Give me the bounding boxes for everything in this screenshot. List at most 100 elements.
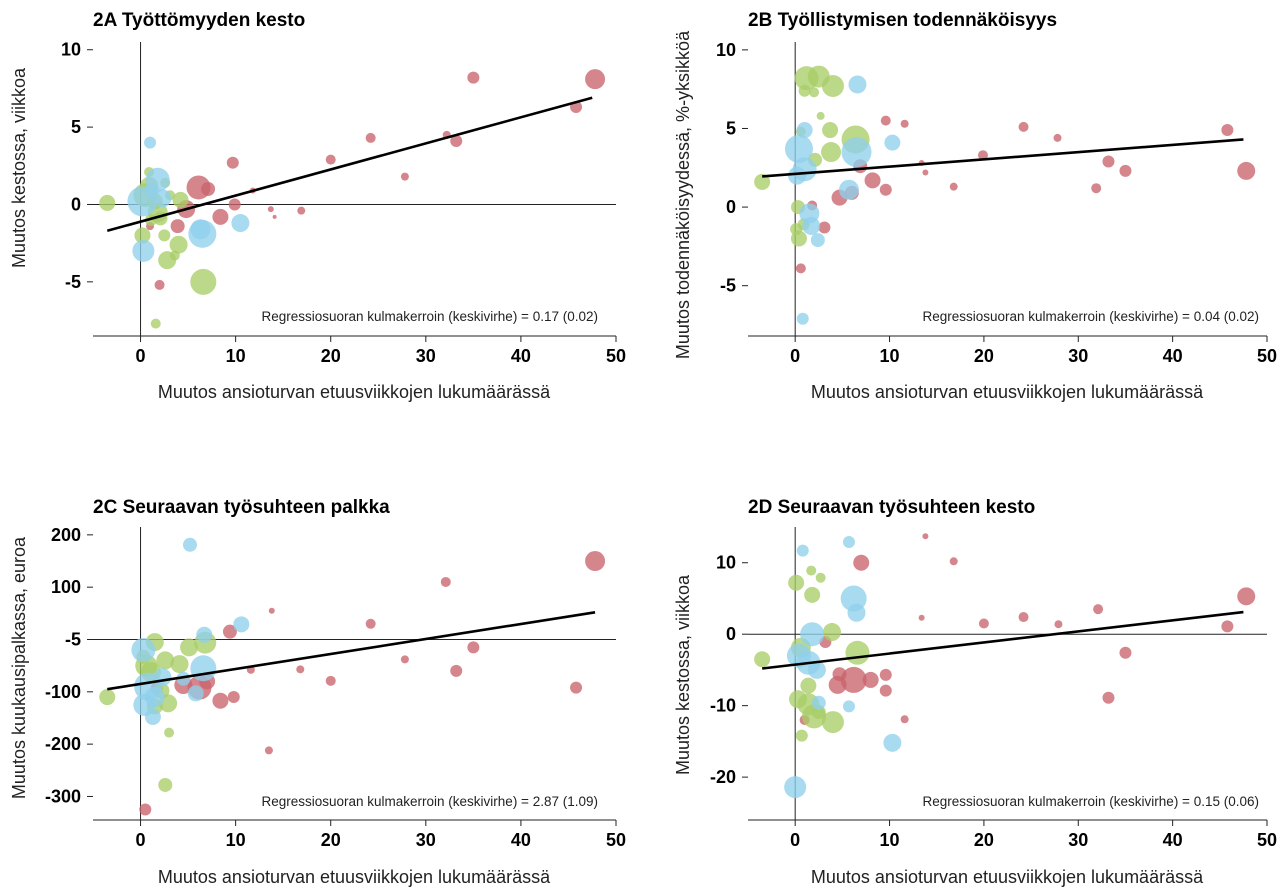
panel-title: 2D Seuraavan työsuhteen kesto <box>748 497 1035 518</box>
red-bubble <box>365 132 376 143</box>
green-bubble <box>788 574 805 591</box>
red-bubble <box>879 668 892 681</box>
red-bubble <box>325 675 336 686</box>
red-bubble <box>467 71 480 84</box>
green-bubble <box>790 230 807 247</box>
y-tick-label: -5 <box>65 629 81 649</box>
red-bubble <box>922 169 929 176</box>
blue-bubble <box>883 733 902 752</box>
blue-bubble <box>841 137 872 168</box>
x-axis-label: Muutos ansioturvan etuusviikkojen lukumä… <box>811 382 1204 402</box>
blue-bubble <box>784 776 807 799</box>
blue-bubble <box>132 239 155 262</box>
blue-bubble <box>848 75 867 94</box>
y-axis-label: Muutos kestossa, viikkoa <box>673 574 693 775</box>
regression-line <box>762 610 1244 670</box>
blue-bubble <box>847 603 866 622</box>
x-tick-label: 0 <box>790 830 800 850</box>
blue-bubble <box>153 668 172 687</box>
red-bubble <box>840 666 867 693</box>
blue-bubble <box>144 183 159 198</box>
x-tick-label: 30 <box>416 346 436 366</box>
x-tick-label: 20 <box>321 346 341 366</box>
regression-line <box>107 610 596 691</box>
x-tick-label: 10 <box>880 830 900 850</box>
red-bubble <box>400 655 409 664</box>
x-tick-label: 20 <box>321 830 341 850</box>
red-bubble <box>1119 646 1132 659</box>
red-bubble <box>977 150 988 161</box>
x-tick-label: 40 <box>511 346 531 366</box>
blue-bubble <box>196 626 213 643</box>
red-bubble <box>570 681 583 694</box>
y-tick-label: -300 <box>45 786 81 806</box>
x-tick-label: 30 <box>1068 346 1088 366</box>
y-axis-label: Muutos kestossa, viikkoa <box>9 67 29 268</box>
red-bubble <box>864 172 881 189</box>
panel-2c: 2C Seuraavan työsuhteen palkka 0 10 20 30 40… <box>9 497 626 887</box>
blue-bubble <box>807 660 826 679</box>
red-bubble <box>450 135 463 148</box>
green-bubble <box>822 623 841 642</box>
blue-bubble <box>233 616 250 633</box>
x-tick-label: 40 <box>1163 830 1183 850</box>
green-bubble <box>164 727 175 738</box>
red-bubble <box>1093 604 1104 615</box>
panel-2a: 2A Työttömyyden kesto 0 10 20 30 40 501050-5 … <box>9 10 626 402</box>
green-bubble <box>798 84 811 97</box>
regression-note: Regressiosuoran kulmakerroin (keskivirhe… <box>261 794 598 809</box>
blue-bubble <box>144 708 161 725</box>
panel-title: 2C Seuraavan työsuhteen palkka <box>93 497 390 518</box>
blue-bubble <box>190 655 217 682</box>
red-bubble <box>227 691 240 704</box>
red-bubble <box>365 618 376 629</box>
x-tick-label: 40 <box>1163 346 1183 366</box>
x-axis-label: Muutos ansioturvan etuusviikkojen lukumä… <box>158 867 551 887</box>
y-tick-label: 10 <box>61 40 81 60</box>
x-tick-label: 0 <box>136 830 146 850</box>
red-bubble <box>1018 121 1029 132</box>
x-tick-label: 50 <box>606 346 626 366</box>
blue-bubble <box>788 166 807 185</box>
red-bubble <box>450 664 463 677</box>
red-bubble <box>440 576 451 587</box>
y-tick-label: 5 <box>726 118 736 138</box>
red-bubble <box>1053 133 1062 142</box>
green-bubble <box>845 640 870 665</box>
red-bubble <box>879 183 892 196</box>
red-bubble <box>1221 124 1234 137</box>
y-tick-label: 5 <box>71 117 81 137</box>
red-bubble <box>170 219 185 234</box>
regression-note: Regressiosuoran kulmakerroin (keskivirhe… <box>261 309 598 324</box>
green-bubble <box>134 227 151 244</box>
x-axis-label: Muutos ansioturvan etuusviikkojen lukumä… <box>158 382 551 402</box>
x-tick-label: 50 <box>1257 346 1277 366</box>
red-bubble <box>325 154 336 165</box>
red-bubble <box>297 206 306 215</box>
x-axis-label: Muutos ansioturvan etuusviikkojen lukumä… <box>811 867 1204 887</box>
green-bubble <box>99 689 116 706</box>
red-bubble <box>900 119 909 128</box>
x-tick-label: 10 <box>226 830 246 850</box>
x-tick-label: 0 <box>136 346 146 366</box>
green-bubble <box>150 318 161 329</box>
green-bubble <box>158 777 173 792</box>
y-tick-label: 0 <box>71 194 81 214</box>
red-bubble <box>1237 587 1256 606</box>
y-tick-label: -100 <box>45 682 81 702</box>
green-bubble <box>789 690 808 709</box>
x-tick-label: 20 <box>974 830 994 850</box>
green-bubble <box>172 191 189 208</box>
blue-bubble <box>811 695 826 710</box>
panel-title: 2B Työllistymisen todennäköisyys <box>748 10 1057 31</box>
red-bubble <box>818 221 831 234</box>
green-bubble <box>821 142 842 163</box>
red-bubble <box>918 614 925 621</box>
x-tick-label: 50 <box>606 830 626 850</box>
blue-bubble <box>796 544 809 557</box>
y-tick-label: -5 <box>65 272 81 292</box>
blue-bubble <box>810 233 825 248</box>
blue-bubble <box>187 685 204 702</box>
blue-bubble <box>796 122 813 139</box>
red-bubble <box>978 618 989 629</box>
